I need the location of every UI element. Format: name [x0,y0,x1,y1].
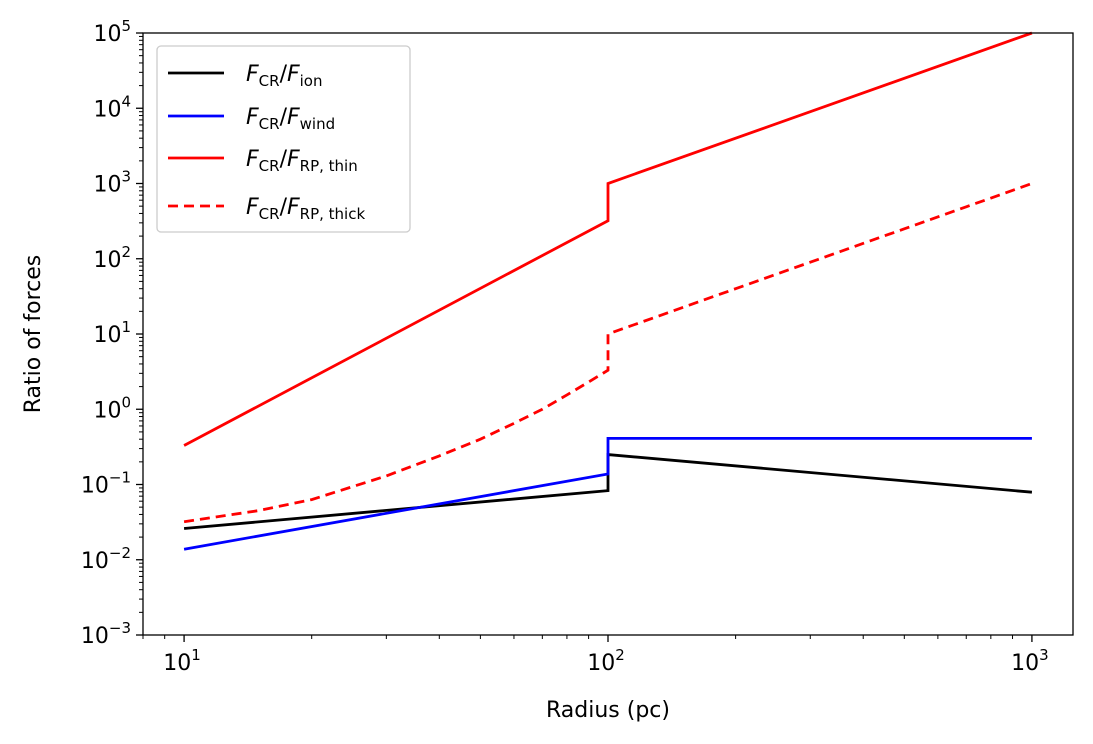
legend: FCR/Fion FCR/Fwind FCR/FRP, thin FCR/FRP, t… [156,45,411,233]
y-tick-label-3: 10−1 [81,469,131,499]
y-tick-label-5: 101 [93,318,131,348]
x-tick-label-2: 102 [587,646,625,676]
legend-label-2: FCR/Fwind [246,105,335,133]
y-axis-label: Ratio of forces [21,255,46,414]
legend-label-1: FCR/Fion [246,62,323,90]
y-tick-label-2: 10−2 [81,544,131,574]
legend-box [156,45,411,233]
y-tick-label-8: 104 [93,92,131,122]
series-line-2 [183,436,1032,551]
legend-label-4: FCR/FRP, thick [246,195,365,223]
y-tick-label-9: 105 [93,17,131,47]
series-layer [183,31,1033,551]
y-tick-label-6: 102 [93,243,131,273]
plot-frame [142,32,1074,636]
x-tick-label-3: 103 [1011,646,1049,676]
x-tick-label-1: 101 [163,646,201,676]
x-axis-label: Radius (pc) [546,698,670,723]
legend-label-3: FCR/FRP, thin [246,147,358,175]
series-line-3 [183,31,1033,447]
ticks-layer: 101 102 103 10−3 10−2 10−1 100 101 102 103 104 105 [81,17,1049,676]
y-tick-label-7: 103 [93,168,131,198]
series-line-4 [183,182,1033,524]
y-tick-label-4: 100 [93,393,131,423]
y-tick-label-1: 10−3 [81,619,131,649]
